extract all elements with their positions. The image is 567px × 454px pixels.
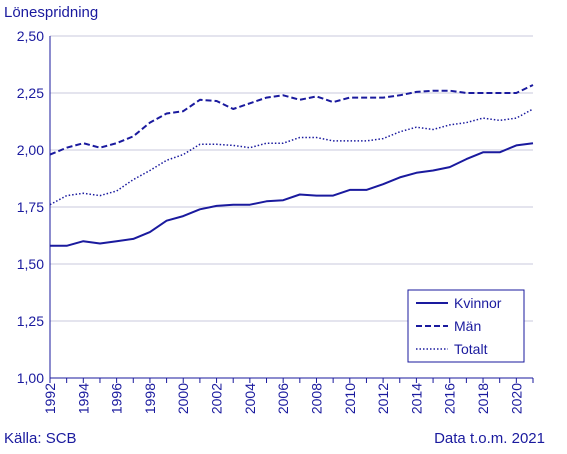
y-axis-title: Lönespridning: [4, 4, 99, 21]
legend: Kvinnor Män Totalt: [407, 289, 525, 363]
legend-label: Totalt: [454, 341, 488, 357]
series-line-män: [49, 84, 534, 156]
y-tick-label: 1,25: [17, 313, 44, 329]
x-tick-label: 2016: [442, 383, 458, 414]
x-tick-label: 2018: [475, 383, 491, 414]
x-tick-label: 2000: [175, 383, 191, 414]
x-tick-label: 1998: [142, 383, 158, 414]
data-note: Data t.o.m. 2021: [434, 430, 545, 447]
x-tick-label: 1994: [75, 383, 91, 414]
axes: [49, 36, 534, 383]
y-tick-label: 1,00: [17, 370, 44, 386]
y-tick-label: 1,50: [17, 256, 44, 272]
series-lines: [49, 84, 534, 247]
x-tick-label: 2020: [508, 383, 524, 414]
x-tick-label: 2008: [308, 383, 324, 414]
source-note: Källa: SCB: [4, 430, 77, 447]
x-tick-label: 2010: [342, 383, 358, 414]
x-tick-label: 2014: [408, 383, 424, 414]
x-tick-label: 1996: [109, 383, 125, 414]
x-tick-label: 1992: [42, 383, 58, 414]
x-tick-label: 2012: [375, 383, 391, 414]
y-tick-label: 2,25: [17, 85, 44, 101]
y-tick-label: 2,00: [17, 142, 44, 158]
x-tick-label: 2006: [275, 383, 291, 414]
legend-label: Kvinnor: [454, 295, 502, 311]
legend-label: Män: [454, 318, 481, 334]
series-line-totalt: [49, 108, 534, 206]
y-tick-labels: 1,00 1,25 1,50 1,75 2,00 2,25 2,50: [17, 28, 44, 386]
x-tick-label: 2002: [209, 383, 225, 414]
gridlines: [50, 35, 533, 322]
y-tick-label: 1,75: [17, 199, 44, 215]
series-line-kvinnor: [50, 142, 534, 247]
x-tick-label: 2004: [242, 383, 258, 414]
x-tick-labels: 1992 1994 1996 1998 2000 2002 2004 2006 2008 2010…: [42, 383, 524, 414]
y-tick-label: 2,50: [17, 28, 44, 44]
